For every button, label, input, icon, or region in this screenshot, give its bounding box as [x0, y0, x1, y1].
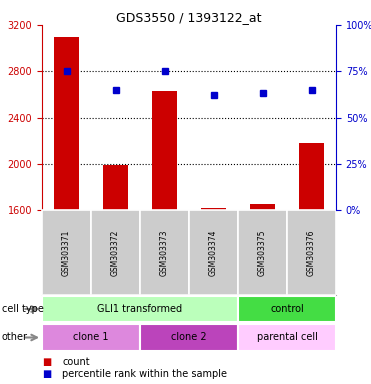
Bar	[238, 324, 336, 351]
Bar	[238, 296, 336, 323]
Bar	[201, 208, 226, 210]
Text: GLI1 transformed: GLI1 transformed	[98, 304, 183, 314]
Bar	[42, 296, 238, 323]
Text: parental cell: parental cell	[257, 333, 318, 343]
Bar	[140, 210, 189, 295]
Text: clone 2: clone 2	[171, 333, 207, 343]
Text: GSM303376: GSM303376	[307, 229, 316, 276]
Text: GSM303371: GSM303371	[62, 229, 71, 276]
Bar	[250, 204, 275, 210]
Text: count: count	[62, 357, 90, 367]
Bar	[54, 36, 79, 210]
Text: cell type: cell type	[2, 304, 44, 314]
Bar	[103, 165, 128, 210]
Text: ■: ■	[42, 357, 51, 367]
Text: GSM303374: GSM303374	[209, 229, 218, 276]
Bar	[42, 210, 91, 295]
Bar	[140, 324, 238, 351]
Bar	[299, 143, 324, 210]
Text: GSM303375: GSM303375	[258, 229, 267, 276]
Bar	[238, 210, 287, 295]
Text: other: other	[2, 333, 28, 343]
Title: GDS3550 / 1393122_at: GDS3550 / 1393122_at	[116, 11, 262, 24]
Text: percentile rank within the sample: percentile rank within the sample	[62, 369, 227, 379]
Text: control: control	[270, 304, 304, 314]
Bar	[287, 210, 336, 295]
Bar	[189, 210, 238, 295]
Text: ■: ■	[42, 369, 51, 379]
Bar	[152, 91, 177, 210]
Bar	[91, 210, 140, 295]
Text: GSM303373: GSM303373	[160, 229, 169, 276]
Text: GSM303372: GSM303372	[111, 229, 120, 276]
Text: clone 1: clone 1	[73, 333, 109, 343]
Bar	[42, 324, 140, 351]
